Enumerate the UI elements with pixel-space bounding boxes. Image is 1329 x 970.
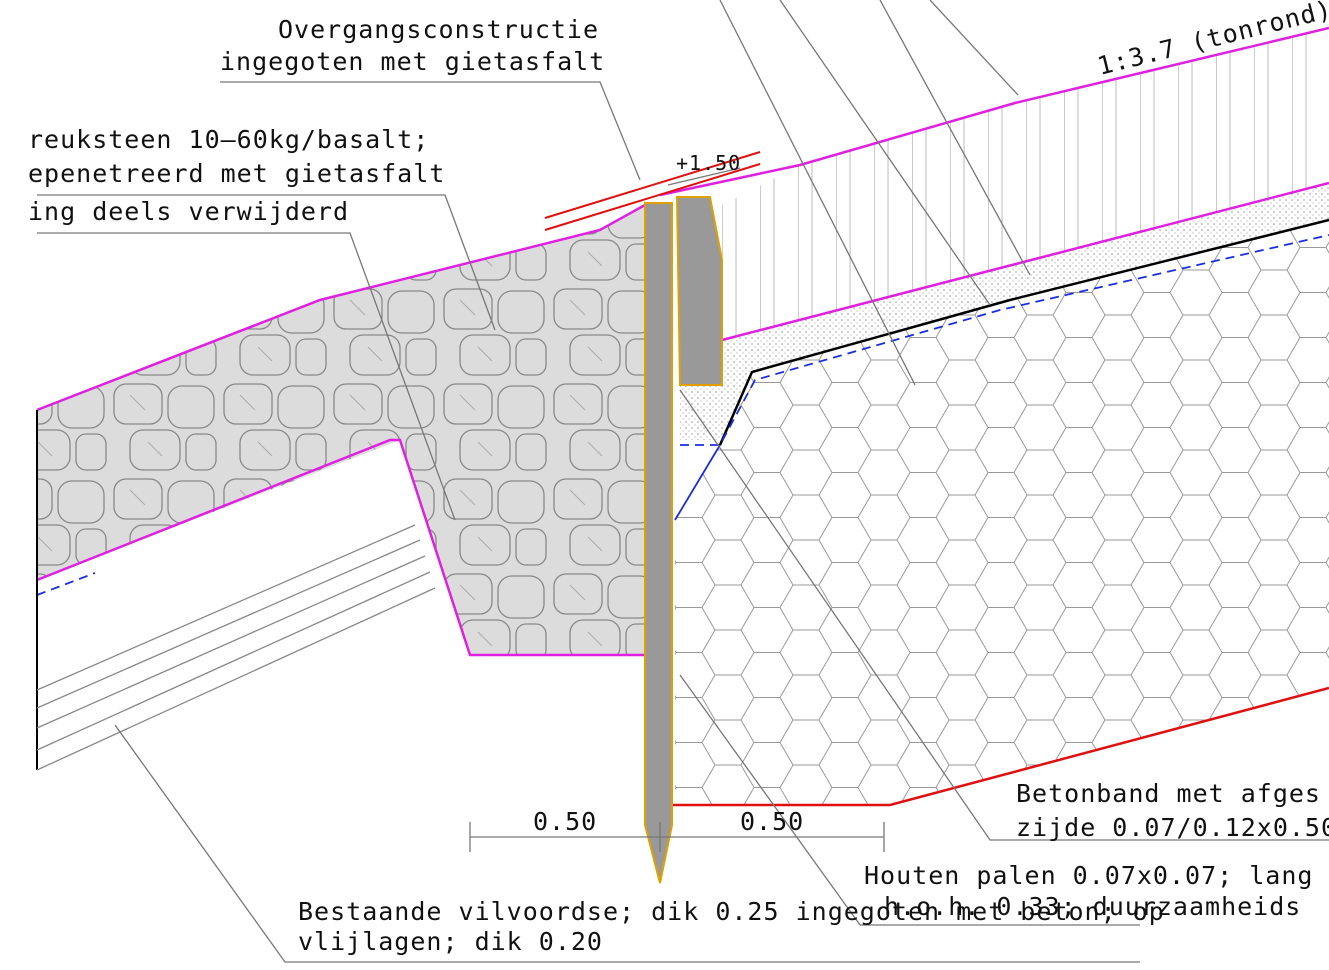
page: Overgangsconstructie ingegoten met gieta… <box>0 0 1329 970</box>
label: vlijlagen; dik 0.20 <box>298 927 603 956</box>
label: reuksteen 10—60kg/basalt; <box>28 125 429 154</box>
wooden-post <box>645 203 672 883</box>
level-label: +1.50 <box>676 151 741 175</box>
label: zijde 0.07/0.12x0.50; <box>1016 813 1329 842</box>
label: Bestaande vilvoordse; dik 0.25 ingegoten… <box>298 897 1165 926</box>
label: ingegoten met gietasfalt <box>220 47 605 76</box>
label: Overgangsconstructie <box>278 15 599 44</box>
dimension-label: 0.50 <box>740 807 804 836</box>
label: Betonband met afges <box>1016 779 1321 808</box>
drawing: Overgangsconstructie ingegoten met gieta… <box>0 0 1329 970</box>
label: ing deels verwijderd <box>28 197 349 226</box>
label: Houten palen 0.07x0.07; lang <box>864 861 1313 890</box>
dimension-label: 0.50 <box>533 807 597 836</box>
transition-block <box>677 197 722 385</box>
label: epenetreerd met gietasfalt <box>28 159 445 188</box>
existing-layers <box>37 525 435 770</box>
rubble-stones <box>37 205 645 655</box>
